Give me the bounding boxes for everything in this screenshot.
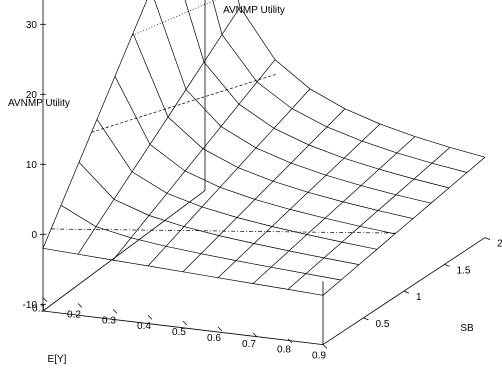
x-tick-label: 0.6 [207,333,221,344]
surface-line-ey [252,136,416,284]
x-tick [252,332,258,338]
surface-line-ey [42,0,148,249]
x-tick-label: 0.4 [137,321,151,332]
surface-line-ey [322,156,486,296]
x-tick [287,338,293,344]
contour-line [51,228,396,234]
z-tick-label: 20 [26,90,38,101]
x-tick-label: 0.1 [32,304,46,315]
surface-line-sb [184,0,450,189]
y-tick [444,263,450,267]
y-tick-label: 1.5 [457,265,471,276]
surface-line-sb [237,0,486,158]
x-tick-label: 0.2 [67,309,81,320]
x-tick [112,309,118,314]
x-tick-label: 0.8 [277,345,291,356]
x-tick [42,297,48,302]
surface-line-ey [77,7,241,255]
surface-line-sb [114,76,396,235]
x-tick-label: 0.5 [172,327,186,338]
y-axis-label: SB [460,323,474,334]
contour-line [131,0,217,36]
z-tick-label: 10 [26,160,38,171]
z-tick-label: 30 [26,20,38,31]
y-tick [484,237,491,240]
x-tick [147,314,153,320]
surface-line-sb [154,0,432,204]
plot-area: 6050403020100-100.10.20.30.40.50.60.70.8… [23,0,502,362]
x-tick-label: 0.7 [242,339,256,350]
x-tick-label: 0.9 [312,351,326,362]
y-tick-label: 0.5 [376,319,390,330]
surface-line-ey [147,88,311,267]
z-tick-label: -10 [23,300,38,311]
surface-line-sb [132,33,414,219]
z-tick-label: 0 [31,230,37,241]
x-axis-label: E[Y] [48,354,67,365]
x-tick [77,303,83,308]
x-tick-label: 0.3 [102,315,116,326]
box-front-edge [42,310,324,345]
surface-line-ey [287,147,451,290]
surface-line-ey [112,59,276,261]
y-tick [403,290,410,294]
surface-line-sb [78,162,360,265]
surface-line-ey [182,108,346,273]
x-tick [217,326,223,332]
contour-line [91,74,276,133]
y-tick-label: 1 [416,292,422,303]
chart-title: AVNMP Utility [223,5,285,16]
y-tick-label: 2 [497,239,502,250]
y-tick [363,317,369,321]
surface-line-sb [212,0,468,173]
z-axis-label: AVNMP Utility [8,98,70,109]
surface-line-ey [217,123,381,278]
x-tick [322,344,328,349]
box-left-edge [42,190,206,312]
x-tick [182,320,188,326]
